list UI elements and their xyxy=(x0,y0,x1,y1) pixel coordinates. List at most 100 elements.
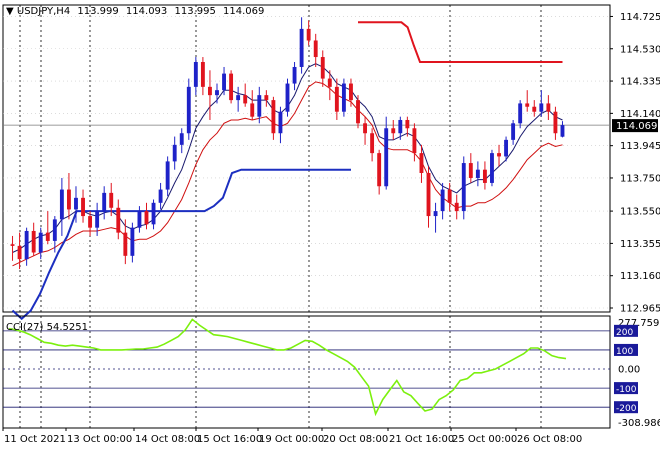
candle-body xyxy=(299,28,304,67)
candle-body xyxy=(398,119,403,134)
candle-body xyxy=(172,144,177,162)
candle-body xyxy=(525,103,530,107)
candle xyxy=(468,153,473,183)
candle-body xyxy=(405,119,410,129)
price-tick-label: 114.725 xyxy=(620,12,660,23)
current-price-tag-bg xyxy=(612,119,658,133)
candle xyxy=(370,128,375,162)
high-value: 114.093 xyxy=(126,6,167,17)
candle xyxy=(165,156,170,197)
candle xyxy=(511,119,516,145)
candle-body xyxy=(482,169,487,183)
resistance-step-line xyxy=(358,21,563,63)
candle-body xyxy=(454,202,459,212)
x-tick-label: 21 Oct 16:00 xyxy=(389,434,454,445)
candle xyxy=(38,227,43,260)
candle-body xyxy=(271,100,276,134)
candle-body xyxy=(546,103,551,112)
candle-body xyxy=(10,244,15,246)
candle-body xyxy=(553,111,558,134)
candle xyxy=(215,83,219,104)
candle-body xyxy=(278,111,283,134)
cci-tick-label: 277.7596 xyxy=(618,318,660,329)
cci-level-tag-text: -200 xyxy=(616,404,637,414)
candle-body xyxy=(461,163,466,212)
candle-body xyxy=(59,189,64,220)
cci-indicator-label: CCI(27) 54.5251 xyxy=(6,322,88,333)
candle-body xyxy=(426,172,431,217)
candle-body xyxy=(165,161,170,190)
candle xyxy=(454,194,459,220)
support-step-line xyxy=(11,168,351,321)
candle-body xyxy=(151,202,156,225)
candle xyxy=(461,156,466,220)
candle-body xyxy=(243,95,248,104)
candle xyxy=(349,78,353,107)
candle-body xyxy=(88,216,93,228)
candle xyxy=(320,50,325,87)
candle xyxy=(292,62,297,91)
cci-level-tag-bg xyxy=(614,324,638,337)
candle xyxy=(285,78,290,117)
candle xyxy=(45,211,50,245)
candle xyxy=(109,182,114,217)
candle xyxy=(475,161,480,187)
candle-body xyxy=(391,128,396,134)
candle-body xyxy=(440,189,445,212)
candle xyxy=(278,106,283,144)
price-tick-label: 114.530 xyxy=(620,44,660,55)
close-value: 114.069 xyxy=(223,6,264,17)
candle xyxy=(546,95,551,120)
candle xyxy=(313,33,318,67)
x-tick-label: 14 Oct 08:00 xyxy=(135,434,200,445)
cci-level-tag: -200 xyxy=(614,401,638,414)
candle-body xyxy=(412,128,417,154)
x-tick-label: 26 Oct 08:00 xyxy=(517,434,582,445)
cci-tick-label: 0.00 xyxy=(618,365,640,376)
candle-body xyxy=(158,189,163,203)
current-price-tag: 114.069 xyxy=(612,119,658,133)
cci-plot-frame xyxy=(2,315,611,429)
candle xyxy=(490,149,494,187)
candle-body xyxy=(356,100,360,124)
candle-body xyxy=(475,169,480,178)
candle xyxy=(10,235,15,261)
candle xyxy=(222,66,226,96)
candle xyxy=(52,216,57,253)
cci-level-tag: -100 xyxy=(614,382,638,395)
candle-body xyxy=(433,211,438,217)
candle xyxy=(532,100,537,117)
candle-body xyxy=(17,245,22,260)
candle-body xyxy=(250,103,255,117)
candle xyxy=(412,123,417,162)
candle xyxy=(391,119,396,140)
candle xyxy=(123,219,128,265)
cci-level-tag-text: 100 xyxy=(616,347,633,357)
candle xyxy=(81,189,85,223)
candle xyxy=(433,202,438,233)
candle-body xyxy=(490,153,494,183)
candle xyxy=(179,128,184,154)
candle xyxy=(377,149,382,195)
candle xyxy=(518,100,523,129)
candle xyxy=(306,20,311,46)
x-tick-label: 15 Oct 16:00 xyxy=(197,434,262,445)
candle xyxy=(200,57,205,96)
cci-tick-label: -308.9862 xyxy=(618,418,660,429)
candle xyxy=(144,202,149,230)
candle-body xyxy=(377,153,382,187)
collapse-triangle-icon[interactable]: ▼ xyxy=(6,6,14,17)
candle xyxy=(243,83,248,107)
candle xyxy=(88,211,93,236)
candle-body xyxy=(66,189,71,210)
x-tick-label: 11 Oct 2021 xyxy=(4,434,66,445)
candle xyxy=(398,116,403,140)
candle xyxy=(264,90,269,107)
candle xyxy=(299,17,304,74)
candle xyxy=(426,166,431,228)
candle-body xyxy=(200,62,205,87)
candle-body xyxy=(341,83,346,112)
candle-body xyxy=(313,40,318,58)
cci-level-tag-text: 200 xyxy=(616,328,633,338)
